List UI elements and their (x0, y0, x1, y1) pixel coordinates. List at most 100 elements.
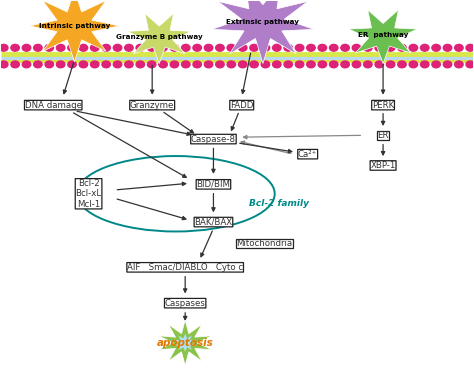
Circle shape (193, 44, 201, 51)
Circle shape (318, 44, 327, 51)
Circle shape (227, 61, 236, 68)
Circle shape (182, 44, 190, 51)
Circle shape (204, 44, 213, 51)
Circle shape (204, 61, 213, 68)
Polygon shape (348, 10, 418, 63)
Circle shape (91, 61, 99, 68)
Text: Granzyme: Granzyme (130, 101, 174, 109)
Circle shape (443, 44, 452, 51)
Circle shape (102, 44, 110, 51)
Circle shape (284, 61, 292, 68)
Circle shape (136, 44, 145, 51)
Circle shape (432, 61, 440, 68)
Text: Extrinsic pathway: Extrinsic pathway (227, 19, 300, 25)
Circle shape (125, 61, 133, 68)
Circle shape (250, 61, 258, 68)
Text: ER  pathway: ER pathway (358, 32, 408, 38)
Circle shape (261, 61, 270, 68)
Circle shape (113, 44, 122, 51)
Text: AIF   Smac/DIABLO   Cyto c: AIF Smac/DIABLO Cyto c (127, 263, 243, 272)
Circle shape (170, 44, 179, 51)
Circle shape (34, 44, 42, 51)
Polygon shape (212, 0, 314, 63)
Circle shape (79, 44, 88, 51)
Circle shape (11, 44, 19, 51)
Circle shape (238, 44, 247, 51)
Circle shape (364, 61, 372, 68)
Circle shape (22, 61, 31, 68)
Circle shape (147, 44, 156, 51)
Circle shape (79, 61, 88, 68)
Polygon shape (174, 334, 196, 352)
Circle shape (227, 44, 236, 51)
Circle shape (0, 44, 8, 51)
Circle shape (159, 44, 167, 51)
Text: Bcl-2
Bcl-xL
Mcl-1: Bcl-2 Bcl-xL Mcl-1 (75, 179, 101, 209)
Circle shape (273, 44, 281, 51)
Circle shape (409, 44, 418, 51)
Circle shape (113, 61, 122, 68)
Text: Mitochondria: Mitochondria (236, 239, 292, 248)
Circle shape (182, 61, 190, 68)
Polygon shape (127, 13, 191, 63)
Circle shape (329, 61, 338, 68)
Circle shape (45, 61, 54, 68)
Circle shape (375, 44, 383, 51)
Circle shape (261, 44, 270, 51)
Circle shape (432, 44, 440, 51)
Text: PERK: PERK (372, 101, 394, 109)
Circle shape (193, 61, 201, 68)
Circle shape (364, 44, 372, 51)
Circle shape (68, 44, 76, 51)
Circle shape (455, 44, 463, 51)
Text: apoptosis: apoptosis (157, 338, 214, 348)
Circle shape (56, 44, 65, 51)
Circle shape (34, 61, 42, 68)
Circle shape (170, 61, 179, 68)
Circle shape (420, 44, 429, 51)
Circle shape (238, 61, 247, 68)
Circle shape (386, 44, 395, 51)
Circle shape (0, 61, 8, 68)
Circle shape (307, 61, 315, 68)
Circle shape (250, 44, 258, 51)
Circle shape (295, 61, 304, 68)
Circle shape (341, 61, 349, 68)
Circle shape (273, 61, 281, 68)
Circle shape (398, 61, 406, 68)
Circle shape (352, 44, 361, 51)
Circle shape (341, 44, 349, 51)
Text: Ca²⁺: Ca²⁺ (298, 150, 318, 159)
Circle shape (136, 61, 145, 68)
Circle shape (102, 61, 110, 68)
Circle shape (398, 44, 406, 51)
Circle shape (409, 61, 418, 68)
Text: BAK/BAX: BAK/BAX (194, 218, 233, 226)
Circle shape (216, 61, 224, 68)
Text: Granzyme B pathway: Granzyme B pathway (116, 34, 202, 40)
Circle shape (386, 61, 395, 68)
Circle shape (352, 61, 361, 68)
Text: Caspases: Caspases (165, 299, 206, 308)
Circle shape (375, 61, 383, 68)
Circle shape (159, 61, 167, 68)
Polygon shape (158, 320, 212, 366)
Text: BID/BIM: BID/BIM (196, 180, 230, 189)
Circle shape (22, 44, 31, 51)
Circle shape (56, 61, 65, 68)
Text: XBP-1: XBP-1 (370, 161, 396, 170)
Circle shape (68, 61, 76, 68)
Circle shape (45, 44, 54, 51)
Circle shape (147, 61, 156, 68)
Circle shape (295, 44, 304, 51)
Circle shape (329, 44, 338, 51)
Circle shape (466, 44, 474, 51)
Circle shape (455, 61, 463, 68)
Circle shape (284, 44, 292, 51)
Circle shape (91, 44, 99, 51)
Circle shape (318, 61, 327, 68)
Circle shape (466, 61, 474, 68)
Polygon shape (30, 0, 119, 62)
Text: Intrinsic pathway: Intrinsic pathway (39, 23, 110, 29)
Circle shape (307, 44, 315, 51)
